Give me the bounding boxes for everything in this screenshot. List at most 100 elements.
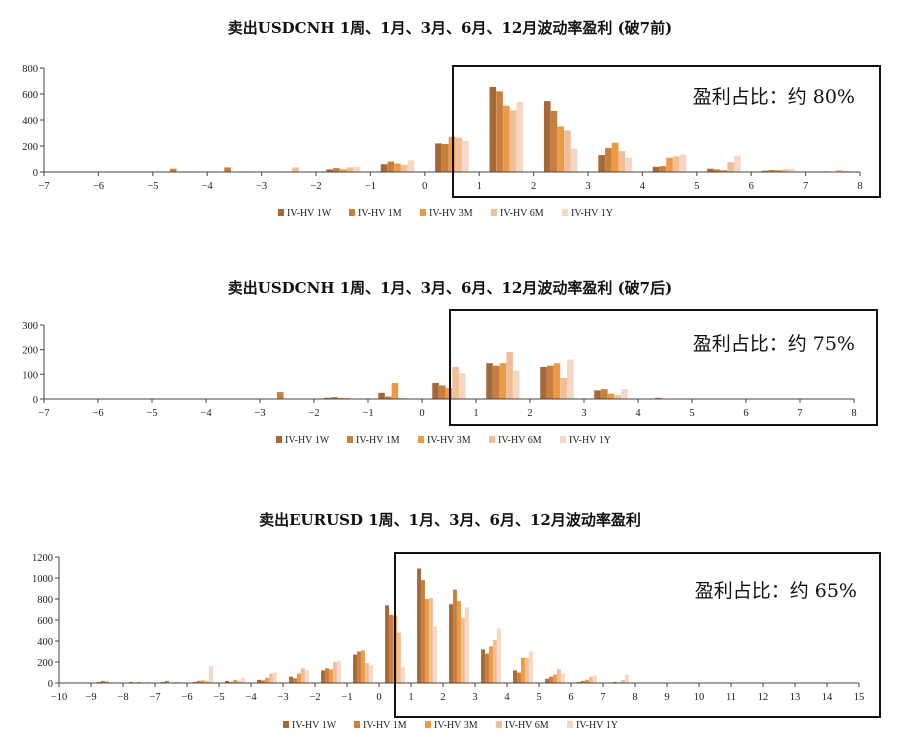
chart-title: 卖出USDCNH 1周、1月、3月、6月、12月波动率盈利 (破7后) bbox=[228, 279, 672, 297]
legend-label: IV-HV 1Y bbox=[576, 720, 618, 731]
y-tick-label: 1000 bbox=[32, 574, 53, 585]
bar-iv-hv-1w-x1 bbox=[489, 86, 497, 172]
x-tick-label: 10 bbox=[694, 692, 705, 703]
x-tick-label: −1 bbox=[362, 408, 373, 419]
legend-swatch bbox=[418, 436, 424, 443]
bar-iv-hv-1y-x7 bbox=[624, 674, 629, 683]
x-tick-label: −3 bbox=[277, 692, 288, 703]
bar-iv-hv-3m-x-8 bbox=[137, 681, 141, 683]
legend-swatch bbox=[425, 721, 431, 728]
profit-annotation: 盈利占比：约 75% bbox=[693, 333, 855, 355]
bar-iv-hv-1y-x-4 bbox=[272, 672, 277, 683]
bar-iv-hv-1y-x3 bbox=[621, 389, 628, 399]
profit-box bbox=[449, 309, 878, 426]
bar-iv-hv-1y-x-5 bbox=[240, 677, 245, 683]
y-tick-label: 600 bbox=[37, 616, 53, 627]
bar-iv-hv-1m-x-9 bbox=[101, 680, 105, 683]
y-tick-label: 400 bbox=[37, 637, 53, 648]
bar-iv-hv-1y-x1 bbox=[516, 101, 524, 172]
bar-iv-hv-1w-x5 bbox=[707, 168, 714, 172]
x-tick-label: −6 bbox=[92, 408, 103, 419]
legend: IV-HV 1W IV-HV 1M IV-HV 3M IV-HV 6M IV-HV 1Y bbox=[278, 208, 613, 219]
bar-iv-hv-3m-x-6 bbox=[201, 680, 205, 684]
x-tick-label: −6 bbox=[93, 181, 104, 192]
bar-iv-hv-3m-x-2 bbox=[329, 669, 333, 683]
profit-box bbox=[452, 65, 881, 198]
y-tick-label: 0 bbox=[48, 679, 53, 690]
bar-iv-hv-6m-x6 bbox=[588, 676, 593, 683]
x-tick-label: 7 bbox=[600, 692, 605, 703]
bar-iv-hv-1w-x-4 bbox=[257, 679, 261, 683]
bar-iv-hv-1w-x-5 bbox=[225, 680, 229, 683]
bar-iv-hv-1m-x2 bbox=[550, 110, 558, 172]
bar-iv-hv-6m-x-2 bbox=[332, 662, 337, 683]
bar-iv-hv-3m-x1 bbox=[425, 599, 429, 683]
bar-iv-hv-1y-x2 bbox=[464, 607, 469, 683]
bar-iv-hv-1m-x1 bbox=[496, 91, 503, 172]
bar-iv-hv-1w-x0 bbox=[432, 382, 439, 399]
bar-iv-hv-1m-x-3 bbox=[276, 392, 284, 399]
bar-iv-hv-1w-x-7 bbox=[161, 681, 165, 683]
axes: 0 100 200 300 −7 −6 −5 −4 −3 −2 −1 0 1 2 3 4 5 6 7 8 bbox=[22, 321, 856, 419]
x-tick-label: 0 bbox=[376, 692, 381, 703]
bar-iv-hv-1m-x0 bbox=[389, 614, 393, 683]
bar-group bbox=[276, 352, 662, 399]
x-tick-label: −9 bbox=[85, 692, 96, 703]
bar-iv-hv-3m-x0 bbox=[448, 136, 456, 172]
bar-iv-hv-1m-x-3 bbox=[293, 678, 297, 683]
bar-iv-hv-1w-x-1 bbox=[378, 392, 385, 399]
bar-iv-hv-1m-x-2 bbox=[333, 168, 340, 172]
bar-iv-hv-1y-x3 bbox=[625, 157, 632, 172]
x-tick-label: −5 bbox=[146, 408, 157, 419]
x-tick-label: 2 bbox=[527, 408, 532, 419]
bar-iv-hv-3m-x3 bbox=[607, 393, 615, 399]
bar-iv-hv-1w-x2 bbox=[449, 604, 453, 683]
y-tick-label: 1200 bbox=[32, 553, 53, 564]
bar-iv-hv-1m-x2 bbox=[546, 365, 554, 399]
legend-label: IV-HV 1M bbox=[358, 208, 402, 219]
chart-title: 卖出EURUSD 1周、1月、3月、6月、12月波动率盈利 bbox=[259, 511, 641, 529]
x-tick-label: 7 bbox=[797, 408, 802, 419]
bar-iv-hv-6m-x7 bbox=[620, 679, 625, 683]
bar-iv-hv-6m-x1 bbox=[509, 110, 517, 172]
bar-iv-hv-1w-x-3 bbox=[289, 676, 293, 683]
bar-iv-hv-6m-x2 bbox=[560, 378, 567, 399]
bar-iv-hv-1m-x5 bbox=[549, 676, 553, 683]
bar-iv-hv-6m-x-3 bbox=[300, 668, 305, 683]
bar-iv-hv-1m-x-5 bbox=[169, 168, 177, 172]
x-tick-label: −3 bbox=[254, 408, 265, 419]
bar-iv-hv-6m-x-3 bbox=[292, 167, 299, 172]
bar-iv-hv-1m-x4 bbox=[659, 166, 667, 172]
legend-swatch bbox=[562, 209, 568, 216]
bar-iv-hv-6m-x-6 bbox=[204, 680, 209, 683]
bar-iv-hv-1m-x-4 bbox=[261, 680, 265, 684]
legend-swatch bbox=[567, 721, 573, 728]
bar-iv-hv-6m-x-1 bbox=[364, 663, 369, 683]
bar-iv-hv-1m-x-7 bbox=[165, 680, 169, 683]
legend-label: IV-HV 3M bbox=[427, 435, 471, 446]
legend-swatch bbox=[276, 436, 282, 443]
bar-iv-hv-1m-x3 bbox=[485, 653, 489, 683]
bar-iv-hv-3m-x3 bbox=[489, 646, 493, 683]
bar-iv-hv-3m-x1 bbox=[503, 105, 510, 172]
bar-iv-hv-1w-x5 bbox=[545, 678, 549, 683]
bar-iv-hv-3m-x-3 bbox=[297, 673, 301, 683]
bar-iv-hv-1w-x-8 bbox=[129, 681, 133, 683]
x-tick-label: −1 bbox=[365, 181, 376, 192]
x-tick-label: −4 bbox=[202, 181, 214, 192]
x-tick-label: 4 bbox=[635, 408, 641, 419]
bar-iv-hv-1y-x3 bbox=[496, 628, 501, 683]
bar-iv-hv-1y-x-1 bbox=[407, 160, 415, 172]
legend-label: IV-HV 1W bbox=[292, 720, 337, 731]
bar-iv-hv-6m-x-1 bbox=[400, 164, 408, 172]
bar-iv-hv-3m-x-4 bbox=[265, 677, 269, 683]
y-tick-label: 800 bbox=[37, 595, 53, 606]
bar-iv-hv-1y-x1 bbox=[513, 370, 520, 399]
bar-iv-hv-1m-x2 bbox=[453, 589, 457, 683]
bar-group bbox=[169, 86, 850, 172]
bar-iv-hv-1y-x5 bbox=[560, 673, 565, 683]
bar-iv-hv-1w-x-2 bbox=[321, 670, 325, 683]
axes: 0 200 400 600 800 −7 −6 −5 −4 −3 −2 −1 0 1 2 3 4 5 6 7 8 bbox=[22, 64, 862, 192]
legend-swatch bbox=[491, 209, 497, 216]
